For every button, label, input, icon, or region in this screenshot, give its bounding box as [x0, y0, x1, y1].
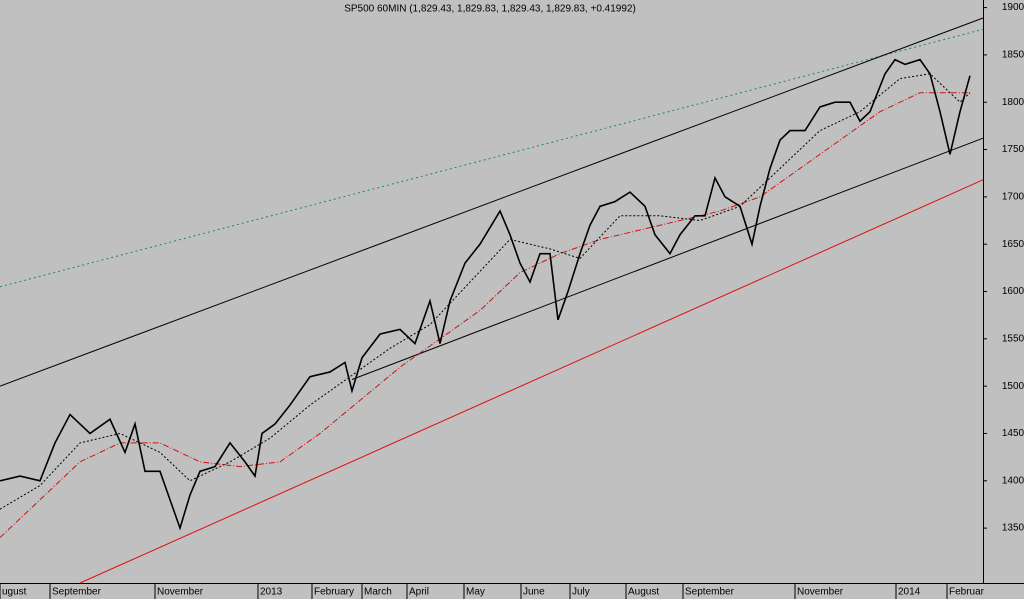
- x-tick-label: July: [572, 587, 590, 598]
- y-tick-label: 1500: [1002, 381, 1024, 392]
- y-tick-label: 1850: [1002, 50, 1024, 61]
- x-tick-label: 2013: [260, 587, 283, 598]
- x-tick-label: September: [52, 587, 102, 598]
- y-tick-label: 1900: [1002, 2, 1024, 13]
- y-tick-label: 1650: [1002, 239, 1024, 250]
- x-tick-label: June: [523, 587, 545, 598]
- series-line: [0, 92, 970, 538]
- x-tick-label: ugust: [2, 587, 27, 598]
- x-tick-label: May: [466, 587, 485, 598]
- x-tick-label: April: [409, 587, 429, 598]
- y-tick-label: 1350: [1002, 523, 1024, 534]
- series-line: [0, 17, 984, 387]
- series-line: [0, 58, 971, 531]
- y-tick-label: 1700: [1002, 191, 1024, 202]
- y-tick-label: 1600: [1002, 286, 1024, 297]
- y-tick-label: 1800: [1002, 97, 1024, 108]
- series-line: [79, 179, 984, 584]
- x-tick-label: Februar: [949, 587, 985, 598]
- series-line: [351, 137, 984, 380]
- x-tick-label: August: [628, 587, 659, 598]
- x-tick-label: 2014: [898, 587, 921, 598]
- y-tick-label: 1450: [1002, 428, 1024, 439]
- y-tick-label: 1750: [1002, 144, 1024, 155]
- x-tick-label: November: [797, 587, 844, 598]
- series-line: [0, 28, 984, 288]
- x-tick-label: November: [157, 587, 204, 598]
- y-tick-label: 1550: [1002, 333, 1024, 344]
- x-tick-label: March: [364, 587, 392, 598]
- x-tick-label: September: [685, 587, 735, 598]
- series-line: [0, 73, 971, 510]
- y-tick-label: 1400: [1002, 475, 1024, 486]
- x-tick-label: February: [314, 587, 354, 598]
- chart-title: SP500 60MIN (1,829.43, 1,829.83, 1,829.4…: [344, 4, 636, 15]
